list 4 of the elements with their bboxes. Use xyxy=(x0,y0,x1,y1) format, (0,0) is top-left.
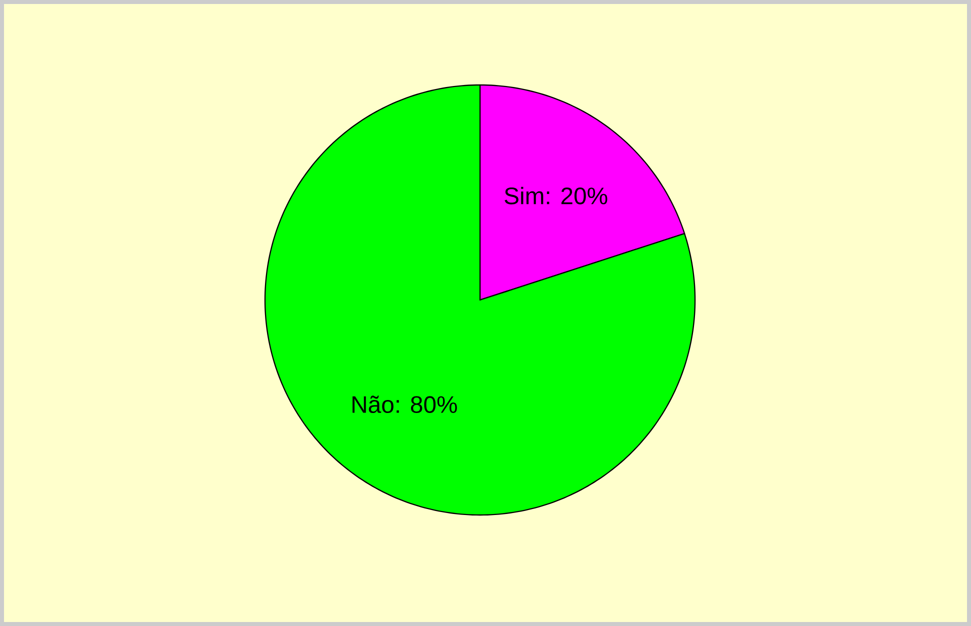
data-label: : 20% xyxy=(546,187,608,204)
data-label: : 80% xyxy=(396,396,457,414)
slice-label: Não xyxy=(352,396,394,414)
slice-label: Sim xyxy=(504,186,544,204)
